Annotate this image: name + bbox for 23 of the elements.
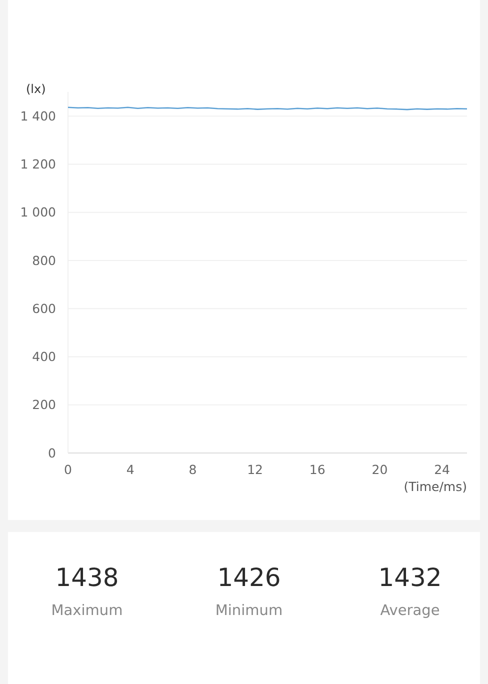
y-tick-label: 1 200 (20, 156, 56, 172)
text: Maximum (51, 603, 123, 619)
y-tick-label: 1 000 (20, 204, 56, 220)
x-tick-label: 20 (372, 462, 388, 477)
y-tick-label: 0 (48, 445, 56, 460)
y-tick-label: 1 400 (20, 108, 56, 124)
x-tick-label: 24 (434, 462, 450, 477)
x-tick-label: 12 (247, 462, 263, 477)
y-tick-label: 600 (32, 300, 56, 316)
text: Average (380, 603, 440, 619)
text: 1438 (55, 563, 119, 592)
x-tick-label: 16 (309, 462, 326, 477)
text: Minimum (215, 603, 283, 619)
y-tick-label: 400 (32, 349, 56, 364)
y-tick-label: 800 (32, 252, 56, 268)
x-tick-label: 0 (64, 462, 72, 477)
y-tick-label: 200 (32, 397, 56, 412)
text: 1432 (378, 563, 442, 592)
y-axis-title: (lx) (26, 82, 46, 96)
x-axis-title: (Time/ms) (404, 479, 467, 494)
text: 1426 (217, 563, 281, 592)
x-tick-label: 8 (188, 462, 197, 477)
x-tick-label: 4 (126, 462, 134, 477)
